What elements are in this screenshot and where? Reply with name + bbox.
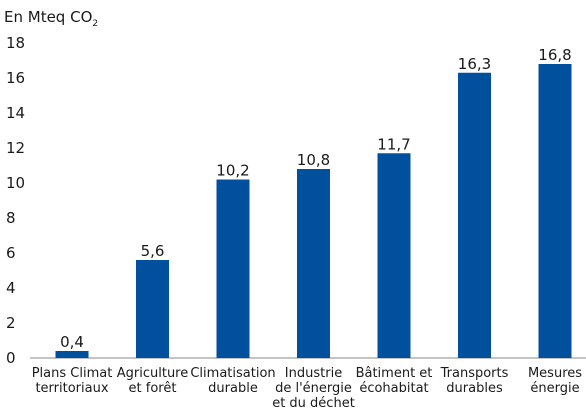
y-tick-label: 14 [6,104,25,122]
category-label: Plans Climat territoriaux [32,366,113,396]
category-label-line: territoriaux [35,381,108,396]
bar [297,169,330,358]
category-label: Bâtiment et écohabitat [356,366,433,396]
category-label: Mesures énergie [528,366,582,396]
category-label-line: Transports [440,366,509,381]
category-label-line: Mesures [528,366,582,381]
bar [55,351,89,358]
y-tick-label: 16 [6,69,25,87]
y-tick-label: 12 [6,139,25,157]
category-label-line: de l'énergie [275,381,352,396]
y-tick-label: 18 [6,34,25,52]
category-label-line: énergie [530,381,579,396]
data-label: 0,4 [60,333,84,351]
data-label: 11,7 [377,135,410,153]
category-label-line: Plans Climat [32,366,113,381]
bar [216,179,250,358]
data-label: 10,2 [216,162,249,180]
category-label-line: Agriculture [117,366,189,381]
y-axis-label: En Mteq CO2 [4,8,98,29]
bar [136,260,169,358]
category-label: Transports durables [440,366,509,396]
category-label-line: Bâtiment et [356,366,433,381]
y-tick-label: 2 [6,314,16,332]
data-labels: 0,4 5,6 10,2 10,8 11,7 16,3 16,8 [60,46,572,351]
data-label: 16,3 [458,55,491,73]
category-label: Industrie de l'énergie et du déchet [272,366,355,411]
bar [377,153,411,358]
y-tick-label: 6 [6,244,16,262]
category-label-line: durable [208,381,258,396]
category-label-line: et du déchet [272,396,355,411]
bar [458,72,491,358]
category-label-line: écohabitat [359,381,428,396]
y-tick-label: 0 [6,349,16,367]
bar [538,64,572,358]
data-label: 16,8 [538,46,571,64]
bars [55,64,572,358]
category-label-line: et forêt [129,381,177,396]
category-label: Climatisation durable [190,366,275,396]
y-tick-label: 4 [6,279,16,297]
y-tick-label: 8 [6,209,16,227]
data-label: 5,6 [141,242,165,260]
category-label-line: Industrie [285,366,342,381]
category-label-line: Climatisation [190,366,275,381]
category-label: Agriculture et forêt [117,366,189,396]
y-tick-label: 10 [6,174,25,192]
category-label-line: durables [446,381,503,396]
data-label: 10,8 [297,151,330,169]
y-axis-ticks: 0 2 4 6 8 10 12 14 16 18 [6,34,25,367]
